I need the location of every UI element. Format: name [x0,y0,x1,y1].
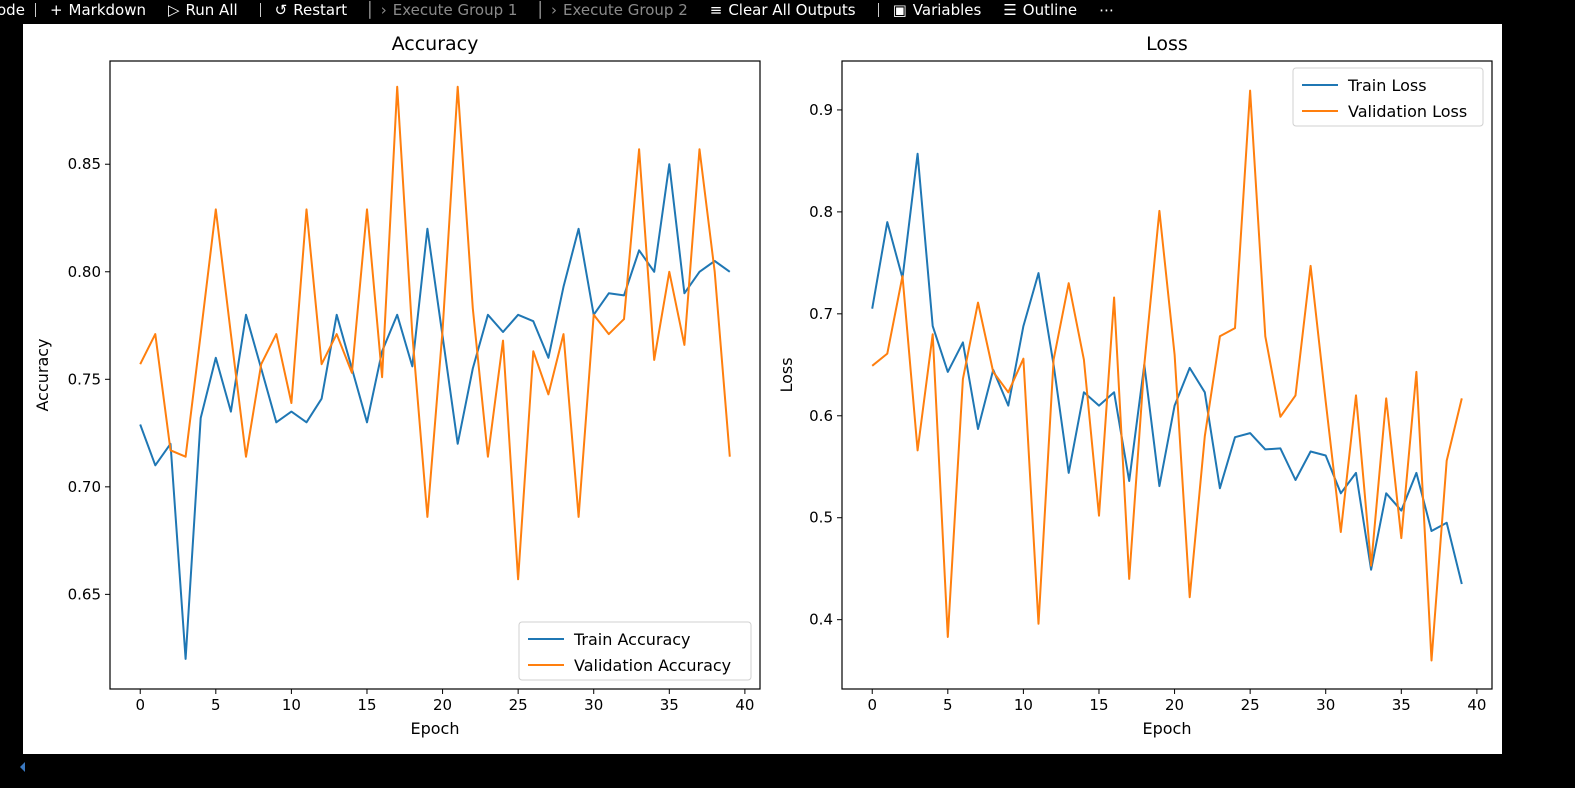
x-tick-label: 0 [135,696,145,714]
restart-icon: ↺ [274,0,288,19]
toolbar-label: Outline [1022,1,1078,19]
y-tick-label: 0.85 [68,155,101,173]
toolbar-label: ode [0,1,25,19]
chart-title: Loss [1146,33,1188,55]
toolbar-item-[interactable]: ⋯ [1099,1,1114,19]
toolbar-item-ode[interactable]: ode [0,1,25,19]
series-line-validation-accuracy [139,85,731,581]
toolbar-item-restart[interactable]: ↺ Restart [275,1,348,19]
execute-group-icon: ▏› [369,0,387,19]
legend-label: Validation Loss [1348,102,1467,121]
y-tick-label: 0.8 [809,203,833,221]
x-tick-label: 5 [211,696,221,714]
training-figure: 0 5 10 15 20 25 30 35 400.650.700.750.800.85Accu… [33,33,1493,738]
y-tick-label: 0.9 [809,101,833,119]
outline-icon: ☰ [1003,0,1017,19]
x-tick-label: 40 [735,696,754,714]
y-tick-label: 0.4 [809,611,833,629]
x-tick-label: 30 [1316,696,1335,714]
toolbar-label: Clear All Outputs [728,1,856,19]
toolbar-separator [259,3,261,17]
series-line-validation-loss [871,89,1463,662]
x-tick-label: 10 [1014,696,1033,714]
x-tick-label: 15 [357,696,376,714]
toolbar-label: Variables [912,1,982,19]
y-tick-label: 0.70 [68,478,101,496]
x-tick-label: 0 [867,696,877,714]
x-tick-label: 40 [1467,696,1486,714]
toolbar-item-run-all[interactable]: ▷ Run All [168,1,238,19]
y-axis-label: Loss [777,357,796,392]
x-tick-label: 20 [1165,696,1184,714]
y-axis-label: Accuracy [33,338,52,411]
toolbar-item-variables[interactable]: ▣ Variables [893,1,982,19]
clear-outputs-icon: ≡ [709,0,723,19]
legend: Train Accuracy Validation Accuracy [518,621,752,681]
plot-frame [841,60,1493,690]
legend-box [1292,67,1484,127]
plus-icon: + [49,0,63,19]
x-axis-label: Epoch [1143,719,1192,738]
x-tick-label: 15 [1089,696,1108,714]
y-tick-label: 0.65 [68,585,101,603]
legend: Train Loss Validation Loss [1292,67,1484,127]
x-axis-label: Epoch [411,719,460,738]
plot-frame [109,60,761,690]
toolbar-label: Execute Group 1 [392,1,518,19]
cell-output: 0 5 10 15 20 25 30 35 40 0.65 0.70 0.75 0.80 0.85 Accu… [23,24,1502,754]
x-tick-label: 20 [433,696,452,714]
toolbar-item-clear-all-outputs[interactable]: ≡ Clear All Outputs [710,1,856,19]
toolbar-item-execute-group-1[interactable]: ▏› Execute Group 1 [369,1,517,19]
toolbar-separator [877,3,879,17]
legend-label: Train Loss [1347,76,1427,95]
x-tick-label: 30 [584,696,603,714]
toolbar-label: Markdown [68,1,146,19]
series-line-train-loss [871,152,1463,585]
legend-label: Train Accuracy [573,630,691,649]
toolbar-item-outline[interactable]: ☰ Outline [1003,1,1077,19]
notebook-toolbar: ode + Markdown ▷ Run All ↺ Restart ▏› Execute Gr… [0,0,1575,20]
run-all-icon: ▷ [167,0,180,19]
toolbar-label: Restart [293,1,348,19]
series-line-train-accuracy [139,163,731,660]
y-tick-label: 0.75 [68,370,101,388]
execute-group-icon: ▏› [539,0,557,19]
toolbar-separator [34,3,36,17]
y-tick-label: 0.80 [68,263,101,281]
y-tick-label: 0.5 [809,509,833,527]
toolbar-label: Execute Group 2 [563,1,688,19]
chart-title: Accuracy [392,33,479,55]
legend-box [518,621,752,681]
x-tick-label: 10 [282,696,301,714]
collapse-arrow-icon[interactable] [20,762,25,772]
variables-icon: ▣ [892,0,907,19]
x-tick-label: 25 [509,696,528,714]
toolbar-label: ⋯ [1099,1,1115,19]
x-tick-label: 5 [943,696,953,714]
x-tick-label: 35 [660,696,679,714]
y-tick-label: 0.6 [809,407,833,425]
x-tick-label: 35 [1392,696,1411,714]
toolbar-item-execute-group-2[interactable]: ▏› Execute Group 2 [539,1,687,19]
chart-accuracy: 0 5 10 15 20 25 30 35 40 0.65 0.70 0.75 0.80 0.85 Accu… [33,33,761,738]
toolbar-item-markdown[interactable]: + Markdown [50,1,146,19]
x-tick-label: 25 [1241,696,1260,714]
y-tick-label: 0.7 [809,305,833,323]
chart-loss: 0 5 10 15 20 25 30 35 40 0.4 0.5 0.6 0.7 0.8 0.9 Loss Ep… [777,33,1493,738]
toolbar-label: Run All [185,1,238,19]
legend-label: Validation Accuracy [574,656,731,675]
